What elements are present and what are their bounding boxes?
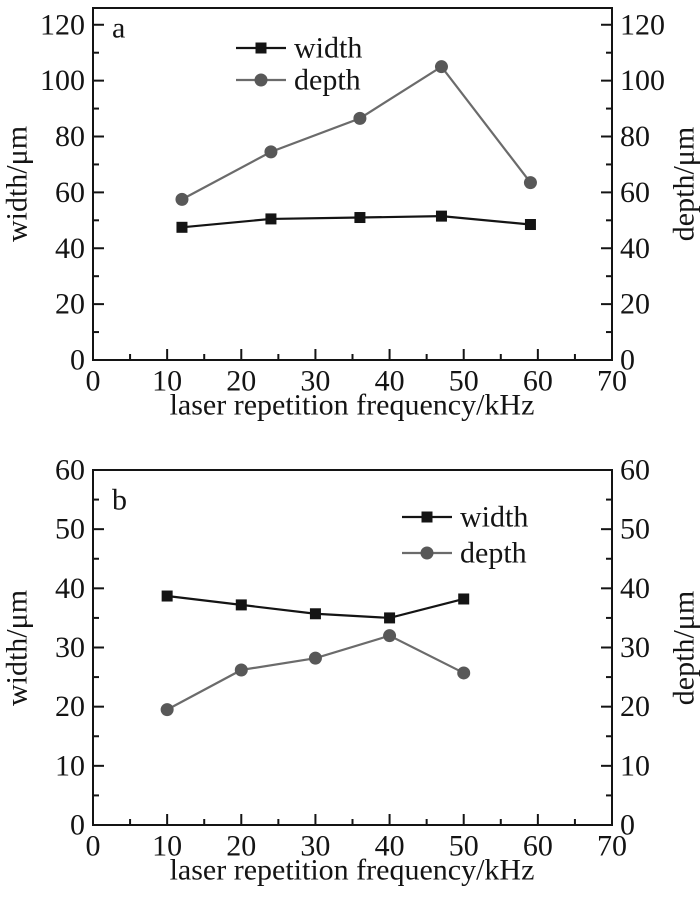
- series-width-marker-a: [525, 219, 536, 230]
- x-tick-label-a: 0: [86, 365, 101, 398]
- series-depth-marker-b: [235, 663, 248, 676]
- y-axis-title-left-b: width/μm: [1, 590, 34, 706]
- series-width-marker-b: [310, 608, 321, 619]
- y-tick-label-right-b: 60: [620, 454, 650, 487]
- legend-width-marker-a: [256, 43, 267, 54]
- series-width-marker-b: [236, 599, 247, 610]
- y-tick-label-left-b: 40: [55, 572, 85, 605]
- y-tick-label-right-a: 60: [620, 176, 650, 209]
- legend-width-label-b: width: [460, 501, 528, 534]
- y-tick-label-left-b: 30: [55, 631, 85, 664]
- series-width-marker-b: [458, 593, 469, 604]
- y-tick-label-right-b: 50: [620, 513, 650, 546]
- panel-label-a: a: [112, 12, 125, 45]
- y-tick-label-left-a: 100: [40, 64, 85, 97]
- legend-depth-marker-b: [421, 547, 434, 560]
- y-tick-label-right-b: 10: [620, 749, 650, 782]
- y-tick-label-left-a: 40: [55, 232, 85, 265]
- series-width-marker-b: [384, 612, 395, 623]
- y-tick-label-right-b: 20: [620, 690, 650, 723]
- legend-width-marker-b: [422, 512, 433, 523]
- y-tick-label-left-b: 60: [55, 454, 85, 487]
- series-depth-marker-a: [353, 112, 366, 125]
- panel-label-b: b: [112, 484, 127, 517]
- y-tick-label-right-a: 0: [620, 344, 635, 377]
- legend-depth-marker-a: [255, 74, 268, 87]
- series-depth-marker-b: [161, 703, 174, 716]
- series-width-marker-a: [436, 211, 447, 222]
- series-depth-line-b: [167, 636, 464, 710]
- series-depth-marker-a: [435, 60, 448, 73]
- y-tick-label-left-a: 0: [70, 344, 85, 377]
- y-tick-label-right-a: 20: [620, 288, 650, 321]
- series-depth-marker-b: [383, 629, 396, 642]
- y-tick-label-left-b: 0: [70, 809, 85, 842]
- y-axis-title-right-b: depth/μm: [668, 591, 700, 705]
- x-axis-title-b: laser repetition frequency/kHz: [170, 854, 535, 887]
- legend-depth-label-a: depth: [294, 64, 361, 97]
- legend-width-label-a: width: [294, 32, 362, 65]
- y-tick-label-right-b: 0: [620, 809, 635, 842]
- y-axis-title-right-a: depth/μm: [668, 127, 700, 241]
- x-axis-title-a: laser repetition frequency/kHz: [170, 389, 535, 422]
- series-depth-marker-a: [524, 176, 537, 189]
- y-tick-label-right-b: 30: [620, 631, 650, 664]
- series-depth-marker-a: [175, 193, 188, 206]
- series-width-marker-a: [265, 213, 276, 224]
- series-width-marker-a: [176, 222, 187, 233]
- y-tick-label-left-a: 20: [55, 288, 85, 321]
- series-width-marker-a: [354, 212, 365, 223]
- y-tick-label-left-a: 120: [40, 8, 85, 41]
- y-tick-label-right-a: 100: [620, 64, 665, 97]
- y-axis-title-left-a: width/μm: [1, 126, 34, 242]
- y-tick-label-left-b: 20: [55, 690, 85, 723]
- x-tick-label-b: 0: [86, 830, 101, 863]
- y-tick-label-right-b: 40: [620, 572, 650, 605]
- legend-depth-label-b: depth: [460, 537, 527, 570]
- y-tick-label-right-a: 40: [620, 232, 650, 265]
- y-tick-label-left-b: 10: [55, 749, 85, 782]
- y-tick-label-right-a: 80: [620, 120, 650, 153]
- series-width-marker-b: [162, 591, 173, 602]
- series-depth-marker-b: [309, 652, 322, 665]
- series-depth-marker-b: [457, 666, 470, 679]
- y-tick-label-left-a: 60: [55, 176, 85, 209]
- y-tick-label-left-a: 80: [55, 120, 85, 153]
- series-depth-marker-a: [264, 145, 277, 158]
- y-tick-label-right-a: 120: [620, 8, 665, 41]
- y-tick-label-left-b: 50: [55, 513, 85, 546]
